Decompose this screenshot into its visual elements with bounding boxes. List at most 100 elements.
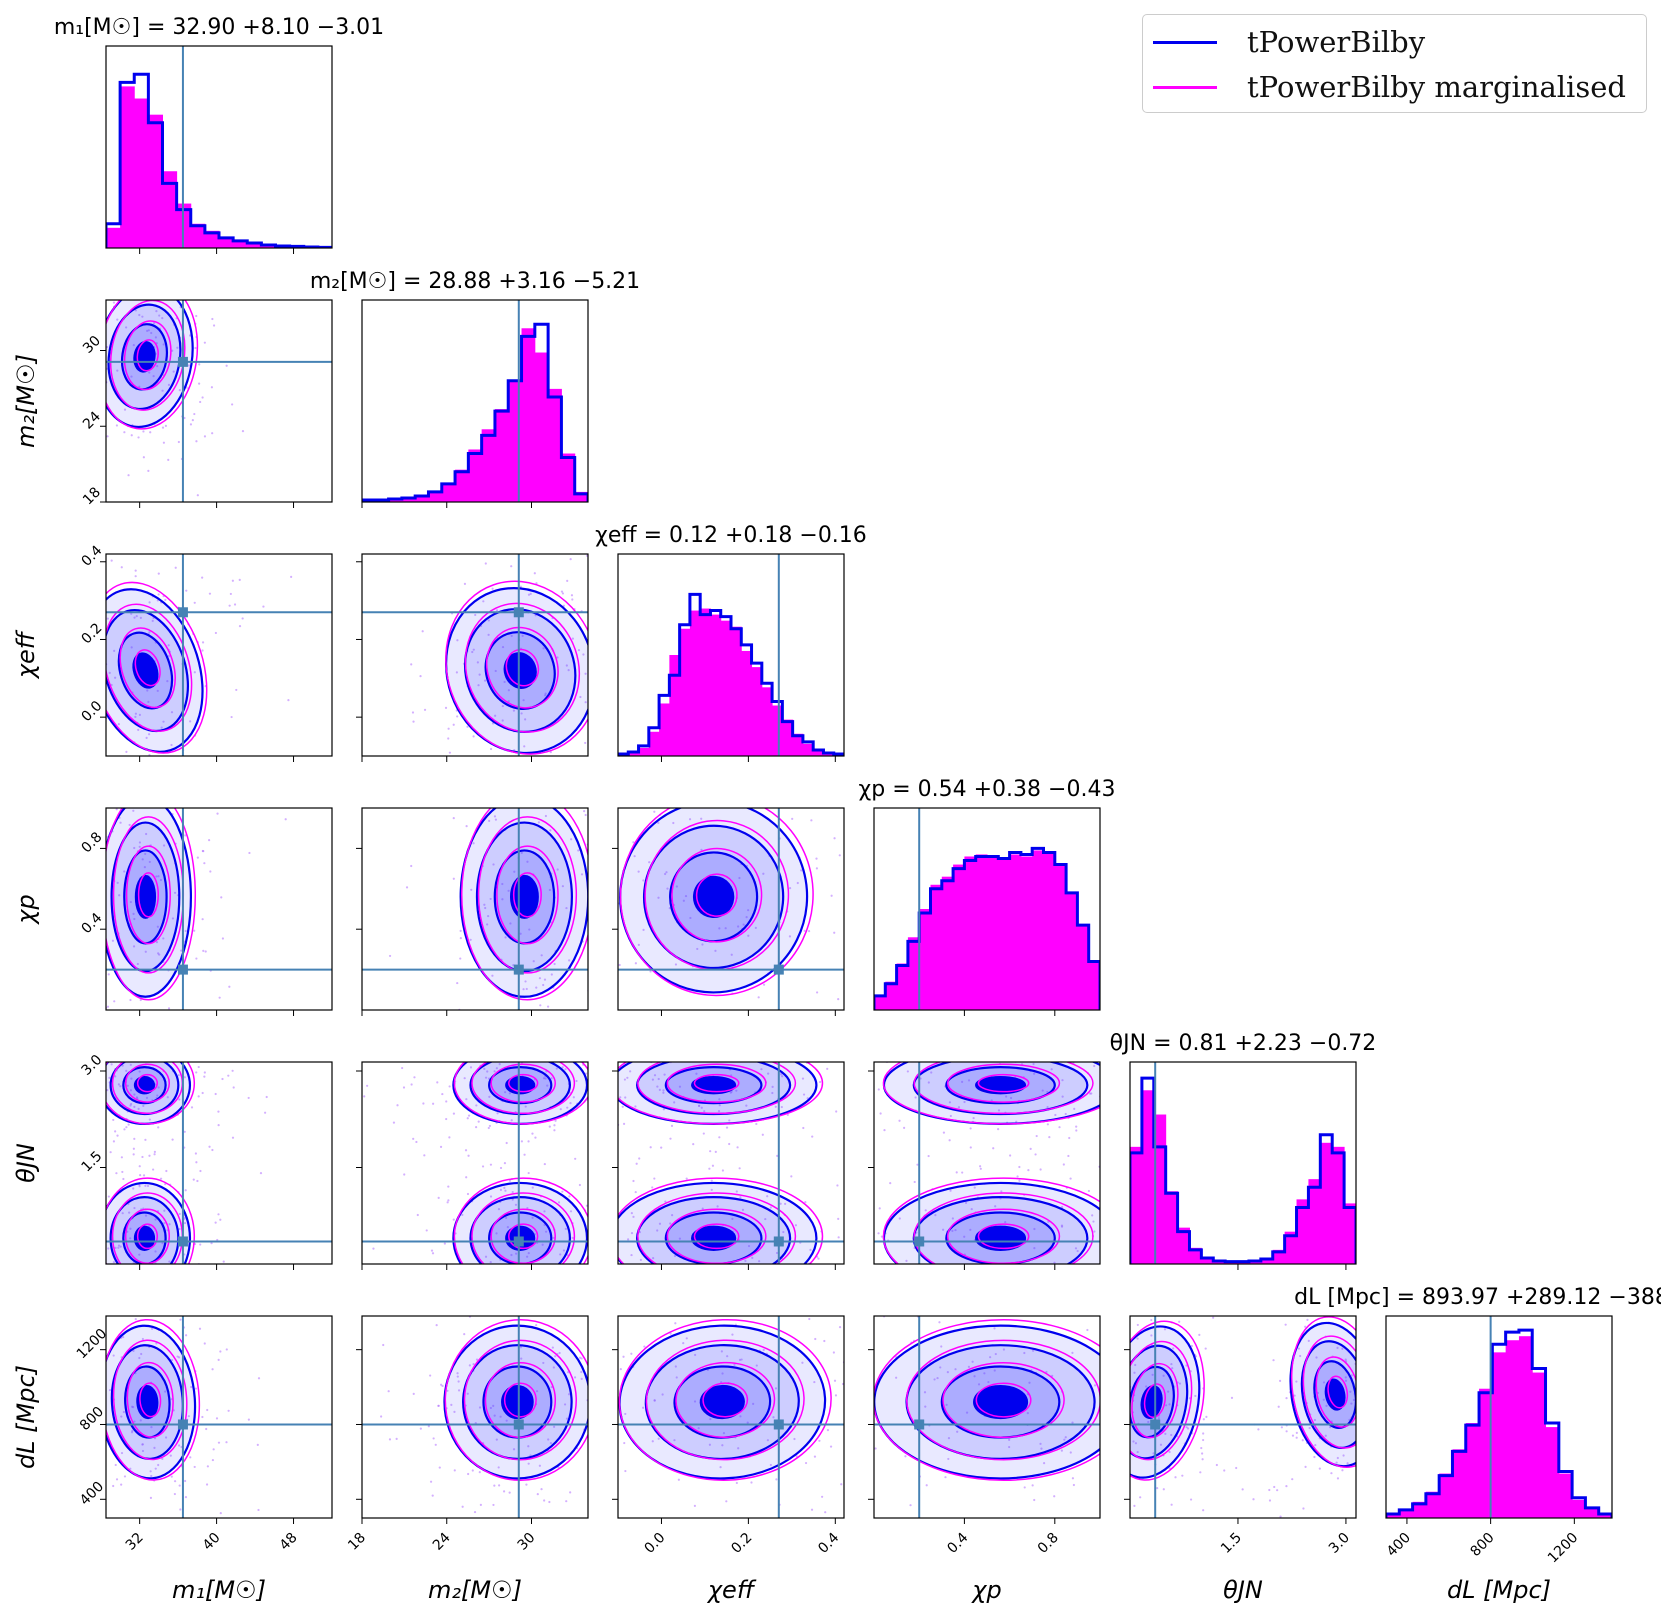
x-axis-label-chi_p: χp: [970, 1576, 1001, 1604]
scatter-point: [952, 1046, 954, 1048]
scatter-point: [114, 1463, 117, 1467]
contour-magenta-level: [675, 1361, 776, 1439]
scatter-point: [450, 1403, 453, 1406]
scatter-point: [633, 855, 636, 858]
contour-magenta-level: [486, 626, 559, 709]
scatter-point: [564, 1042, 566, 1044]
scatter-point: [1236, 1082, 1238, 1084]
scatter-point: [789, 1059, 791, 1061]
scatter-point: [157, 1086, 160, 1089]
scatter-point: [684, 1034, 686, 1036]
scatter-point: [505, 1282, 507, 1284]
scatter-point: [157, 1276, 159, 1278]
scatter-point: [217, 1441, 221, 1444]
scatter-point: [489, 897, 492, 901]
contour-blue-level: [973, 1384, 1029, 1420]
scatter-point: [608, 584, 610, 586]
scatter-point: [641, 1336, 643, 1338]
hist-bar-magenta: [638, 747, 650, 756]
scatter-point: [1346, 1462, 1349, 1465]
scatter-point: [810, 819, 813, 822]
scatter-point: [501, 704, 504, 708]
scatter-point: [629, 1070, 632, 1073]
panel-frame: [1129, 1315, 1357, 1519]
scatter-point: [605, 1393, 607, 1395]
scatter-point: [196, 1248, 198, 1250]
scatter-point: [1117, 1075, 1119, 1077]
scatter-point: [607, 1014, 609, 1016]
scatter-point: [803, 929, 806, 932]
scatter-point: [720, 1350, 723, 1353]
scatter-point: [772, 1029, 774, 1031]
scatter-point: [66, 1311, 68, 1313]
scatter-point: [1122, 1318, 1124, 1320]
scatter-point: [175, 1041, 177, 1043]
scatter-point: [649, 970, 652, 973]
scatter-point: [759, 1276, 761, 1278]
scatter-point: [99, 1046, 101, 1048]
scatter-point: [184, 1189, 187, 1192]
scatter-point: [507, 700, 510, 703]
scatter-point: [488, 819, 491, 822]
scatter-point: [1119, 1060, 1121, 1062]
scatter-point: [519, 1346, 522, 1349]
scatter-point: [1150, 1334, 1153, 1337]
scatter-point: [156, 1298, 158, 1300]
scatter-point: [495, 609, 499, 612]
scatter-point: [162, 441, 165, 444]
scatter-point: [1315, 1356, 1318, 1359]
scatter-point: [1344, 1379, 1348, 1382]
scatter-point: [1104, 1381, 1106, 1383]
scatter-point: [717, 1278, 719, 1280]
scatter-point: [735, 1481, 738, 1485]
scatter-point: [64, 336, 66, 338]
scatter-point: [854, 1066, 856, 1068]
scatter-point: [102, 287, 104, 289]
scatter-point: [1299, 1354, 1302, 1358]
scatter-point: [316, 728, 318, 730]
scatter-point: [647, 1053, 649, 1055]
scatter-point: [73, 1116, 75, 1118]
scatter-point: [495, 1438, 498, 1441]
scatter-point: [857, 1094, 859, 1096]
scatter-point: [133, 771, 135, 773]
scatter-point: [1252, 1498, 1255, 1501]
scatter-point: [588, 575, 590, 577]
scatter-point: [323, 1168, 325, 1170]
scatter-point: [1297, 1347, 1301, 1350]
scatter-point: [201, 1415, 204, 1419]
scatter-point: [174, 566, 177, 569]
scatter-point: [889, 1182, 892, 1185]
scatter-point: [439, 1145, 443, 1149]
scatter-point: [826, 1429, 830, 1432]
x-tick-label: 24: [430, 1530, 454, 1554]
scatter-point: [1164, 1432, 1167, 1436]
scatter-point: [104, 1313, 106, 1315]
scatter-point: [967, 1365, 971, 1368]
y-tick-label: 400: [77, 1479, 107, 1509]
scatter-point: [1336, 1477, 1340, 1480]
scatter-point: [465, 1098, 468, 1101]
scatter-point: [689, 1490, 691, 1492]
scatter-point: [569, 1293, 571, 1295]
scatter-point: [129, 998, 132, 1002]
scatter-point: [1103, 1056, 1105, 1058]
x-tick-label: 3.0: [1326, 1530, 1353, 1557]
scatter-point: [869, 1100, 871, 1102]
contour-panel-chi_eff-theta_jn: [607, 1014, 954, 1280]
scatter-point: [584, 1030, 586, 1032]
scatter-point: [587, 1311, 589, 1313]
scatter-point: [195, 1071, 198, 1074]
scatter-point: [847, 1258, 849, 1260]
scatter-point: [1202, 1418, 1205, 1421]
scatter-point: [120, 757, 122, 759]
scatter-point: [936, 1273, 938, 1275]
scatter-point: [836, 1576, 838, 1578]
scatter-point: [203, 341, 206, 344]
scatter-point: [971, 1274, 973, 1276]
hist-bar-magenta: [1308, 1179, 1321, 1264]
scatter-point: [936, 1376, 939, 1380]
contour-blue-level: [975, 1225, 1027, 1251]
hist-bar-magenta: [731, 626, 742, 756]
scatter-point: [65, 1040, 67, 1042]
